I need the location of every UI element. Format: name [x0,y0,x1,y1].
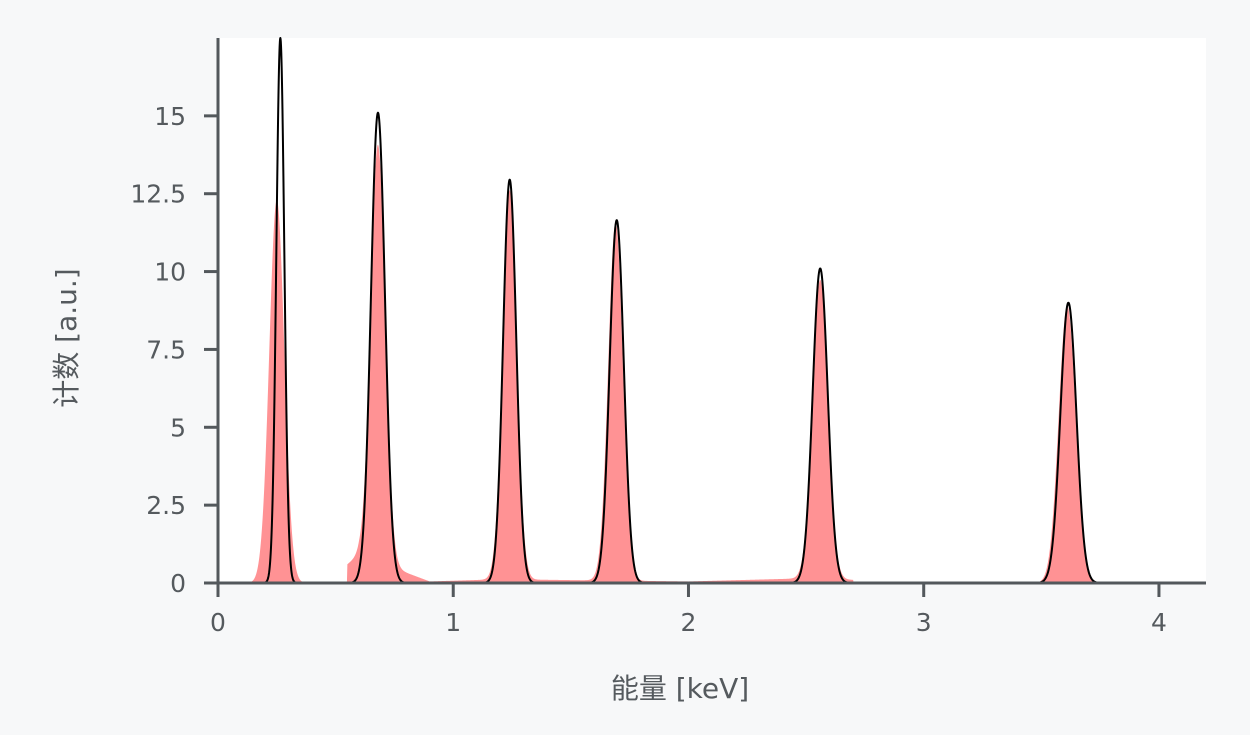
x-tick-label: 3 [916,608,932,637]
x-tick-label: 1 [445,608,461,637]
y-tick-label: 2.5 [146,491,186,520]
y-tick-label: 0 [170,569,186,598]
x-axis-title: 能量 [keV] [611,672,749,705]
y-tick-label: 5 [170,413,186,442]
x-tick-label: 4 [1151,608,1167,637]
y-tick-label: 7.5 [146,335,186,364]
y-tick-label: 15 [154,102,186,131]
x-ticks: 0 1 2 3 4 [210,583,1167,637]
axes [216,38,1206,585]
y-ticks: 0 2.5 5 7.5 10 12.5 15 [130,102,218,598]
y-tick-label: 10 [154,258,186,287]
x-tick-label: 2 [681,608,697,637]
y-tick-label: 12.5 [130,180,186,209]
x-tick-label: 0 [210,608,226,637]
y-axis-title: 计数 [a.u.] [50,268,83,407]
